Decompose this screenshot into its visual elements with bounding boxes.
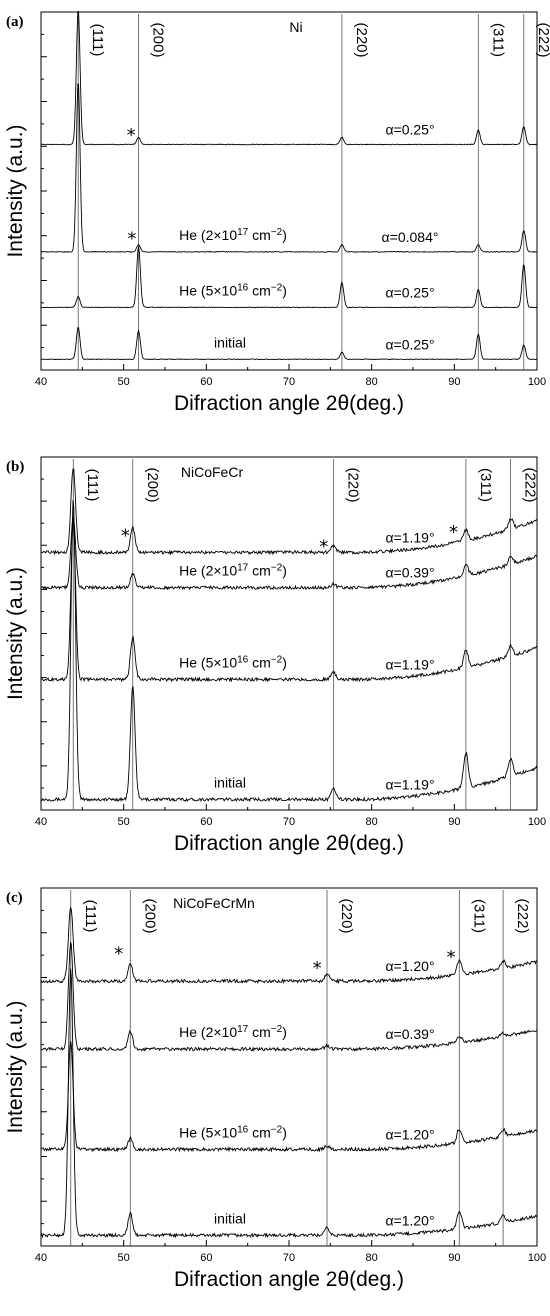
secondary-peak-star: * [114, 944, 123, 965]
x-tick-label: 70 [283, 376, 295, 388]
x-tick-label: 70 [283, 816, 295, 828]
hkl-label: (222) [514, 898, 531, 933]
secondary-peak-star: * [447, 947, 456, 968]
x-tick-label: 50 [118, 1252, 130, 1264]
secondary-peak-star: * [449, 522, 458, 543]
series-label: He (5×1016 cm−2) [179, 654, 287, 671]
incidence-angle-label: α=1.19° [385, 776, 434, 792]
hkl-label: (220) [338, 898, 355, 933]
incidence-angle-label: α=0.39° [385, 1026, 434, 1042]
material-name: Ni [289, 19, 302, 35]
hkl-label: (222) [535, 22, 550, 57]
secondary-peak-star: * [319, 536, 328, 557]
chart-panel-b: 40 50 60 70 80 90 100 initial α=1.19° He (5×1016 … [4, 456, 546, 855]
plot-frame [40, 887, 538, 1247]
incidence-angle-label: α=0.25° [385, 121, 434, 137]
xrd-trace-2 [40, 942, 538, 1052]
x-tick-label: 40 [35, 376, 47, 388]
series-label: He (5×1016 cm−2) [179, 1124, 287, 1141]
xrd-trace-2 [40, 83, 538, 253]
series-label: initial [214, 1210, 246, 1226]
material-name: NiCoFeCrMn [173, 895, 255, 911]
x-tick-label: 50 [118, 376, 130, 388]
hkl-label: (220) [345, 467, 362, 502]
panel-label: (a) [6, 14, 24, 30]
x-tick-label: 80 [366, 376, 378, 388]
hkl-label: (111) [82, 900, 99, 933]
hkl-label: (111) [84, 469, 101, 502]
x-axis-title: Difraction angle 2θ(deg.) [174, 392, 404, 415]
plot-frame [40, 456, 538, 811]
series-label: initial [214, 774, 246, 790]
x-tick-label: 100 [528, 816, 546, 828]
secondary-peak-star: * [313, 958, 322, 979]
x-tick-label: 50 [118, 816, 130, 828]
series-label: He (5×1016 cm−2) [179, 282, 287, 299]
incidence-angle-label: α=0.084° [382, 229, 439, 245]
plot-frame [40, 11, 538, 371]
x-axis-title: Difraction angle 2θ(deg.) [174, 832, 404, 855]
secondary-peak-star: * [127, 229, 136, 250]
hkl-label: (311) [477, 468, 494, 502]
x-tick-label: 100 [528, 1252, 546, 1264]
x-tick-label: 60 [200, 376, 212, 388]
hkl-label: (200) [141, 898, 158, 933]
incidence-angle-label: α=1.19° [385, 656, 434, 672]
x-tick-label: 40 [35, 816, 47, 828]
chart-panel-c: 40 50 60 70 80 90 100 initial α=1.20° He (5×1016 … [4, 887, 546, 1291]
xrd-trace-3 [40, 10, 538, 146]
series-label: initial [214, 334, 246, 350]
xrd-trace-0 [40, 968, 538, 1239]
x-axis-title: Difraction angle 2θ(deg.) [174, 1268, 404, 1291]
x-tick-label: 80 [366, 1252, 378, 1264]
hkl-label: (111) [89, 24, 106, 57]
incidence-angle-label: α=1.20° [385, 958, 434, 974]
series-label: He (2×1017 cm−2) [179, 562, 287, 579]
hkl-label: (200) [150, 22, 167, 57]
xrd-trace-1 [40, 1041, 538, 1153]
incidence-angle-label: α=1.20° [385, 1126, 434, 1142]
xrd-trace-1 [40, 520, 538, 683]
incidence-angle-label: α=0.39° [385, 565, 434, 581]
x-tick-label: 60 [200, 816, 212, 828]
secondary-peak-star: * [121, 526, 130, 547]
incidence-angle-label: α=0.25° [385, 284, 434, 300]
material-name: NiCoFeCr [181, 464, 244, 480]
xrd-trace-3 [40, 468, 538, 556]
x-tick-label: 80 [366, 816, 378, 828]
x-tick-label: 60 [200, 1252, 212, 1264]
hkl-label: (222) [522, 467, 539, 502]
x-tick-label: 90 [448, 376, 460, 388]
xrd-trace-0 [40, 327, 538, 361]
x-tick-label: 90 [448, 1252, 460, 1264]
xrd-trace-2 [40, 517, 538, 591]
series-label: He (2×1017 cm−2) [179, 226, 287, 243]
y-axis-title: Intensity (a.u.) [4, 1000, 27, 1133]
xrd-trace-1 [40, 246, 538, 309]
hkl-label: (220) [353, 22, 370, 57]
x-tick-label: 40 [35, 1252, 47, 1264]
hkl-label: (311) [489, 23, 506, 57]
hkl-label: (200) [144, 467, 161, 502]
incidence-angle-label: α=1.19° [385, 529, 434, 545]
x-tick-label: 100 [528, 376, 546, 388]
panel-label: (b) [6, 459, 24, 475]
incidence-angle-label: α=0.25° [385, 336, 434, 352]
chart-panel-a: 40 50 60 70 80 90 100 initial α=0.25° He (5×1016 … [4, 10, 550, 415]
xrd-trace-0 [40, 499, 538, 803]
hkl-label: (311) [470, 899, 487, 933]
x-tick-label: 70 [283, 1252, 295, 1264]
series-label: He (2×1017 cm−2) [179, 1024, 287, 1041]
y-axis-title: Intensity (a.u.) [4, 567, 27, 700]
panel-label: (c) [6, 890, 23, 906]
xrd-trace-3 [40, 907, 538, 985]
y-axis-title: Intensity (a.u.) [4, 124, 27, 257]
secondary-peak-star: * [127, 125, 136, 146]
x-tick-label: 90 [448, 816, 460, 828]
incidence-angle-label: α=1.20° [385, 1212, 434, 1228]
